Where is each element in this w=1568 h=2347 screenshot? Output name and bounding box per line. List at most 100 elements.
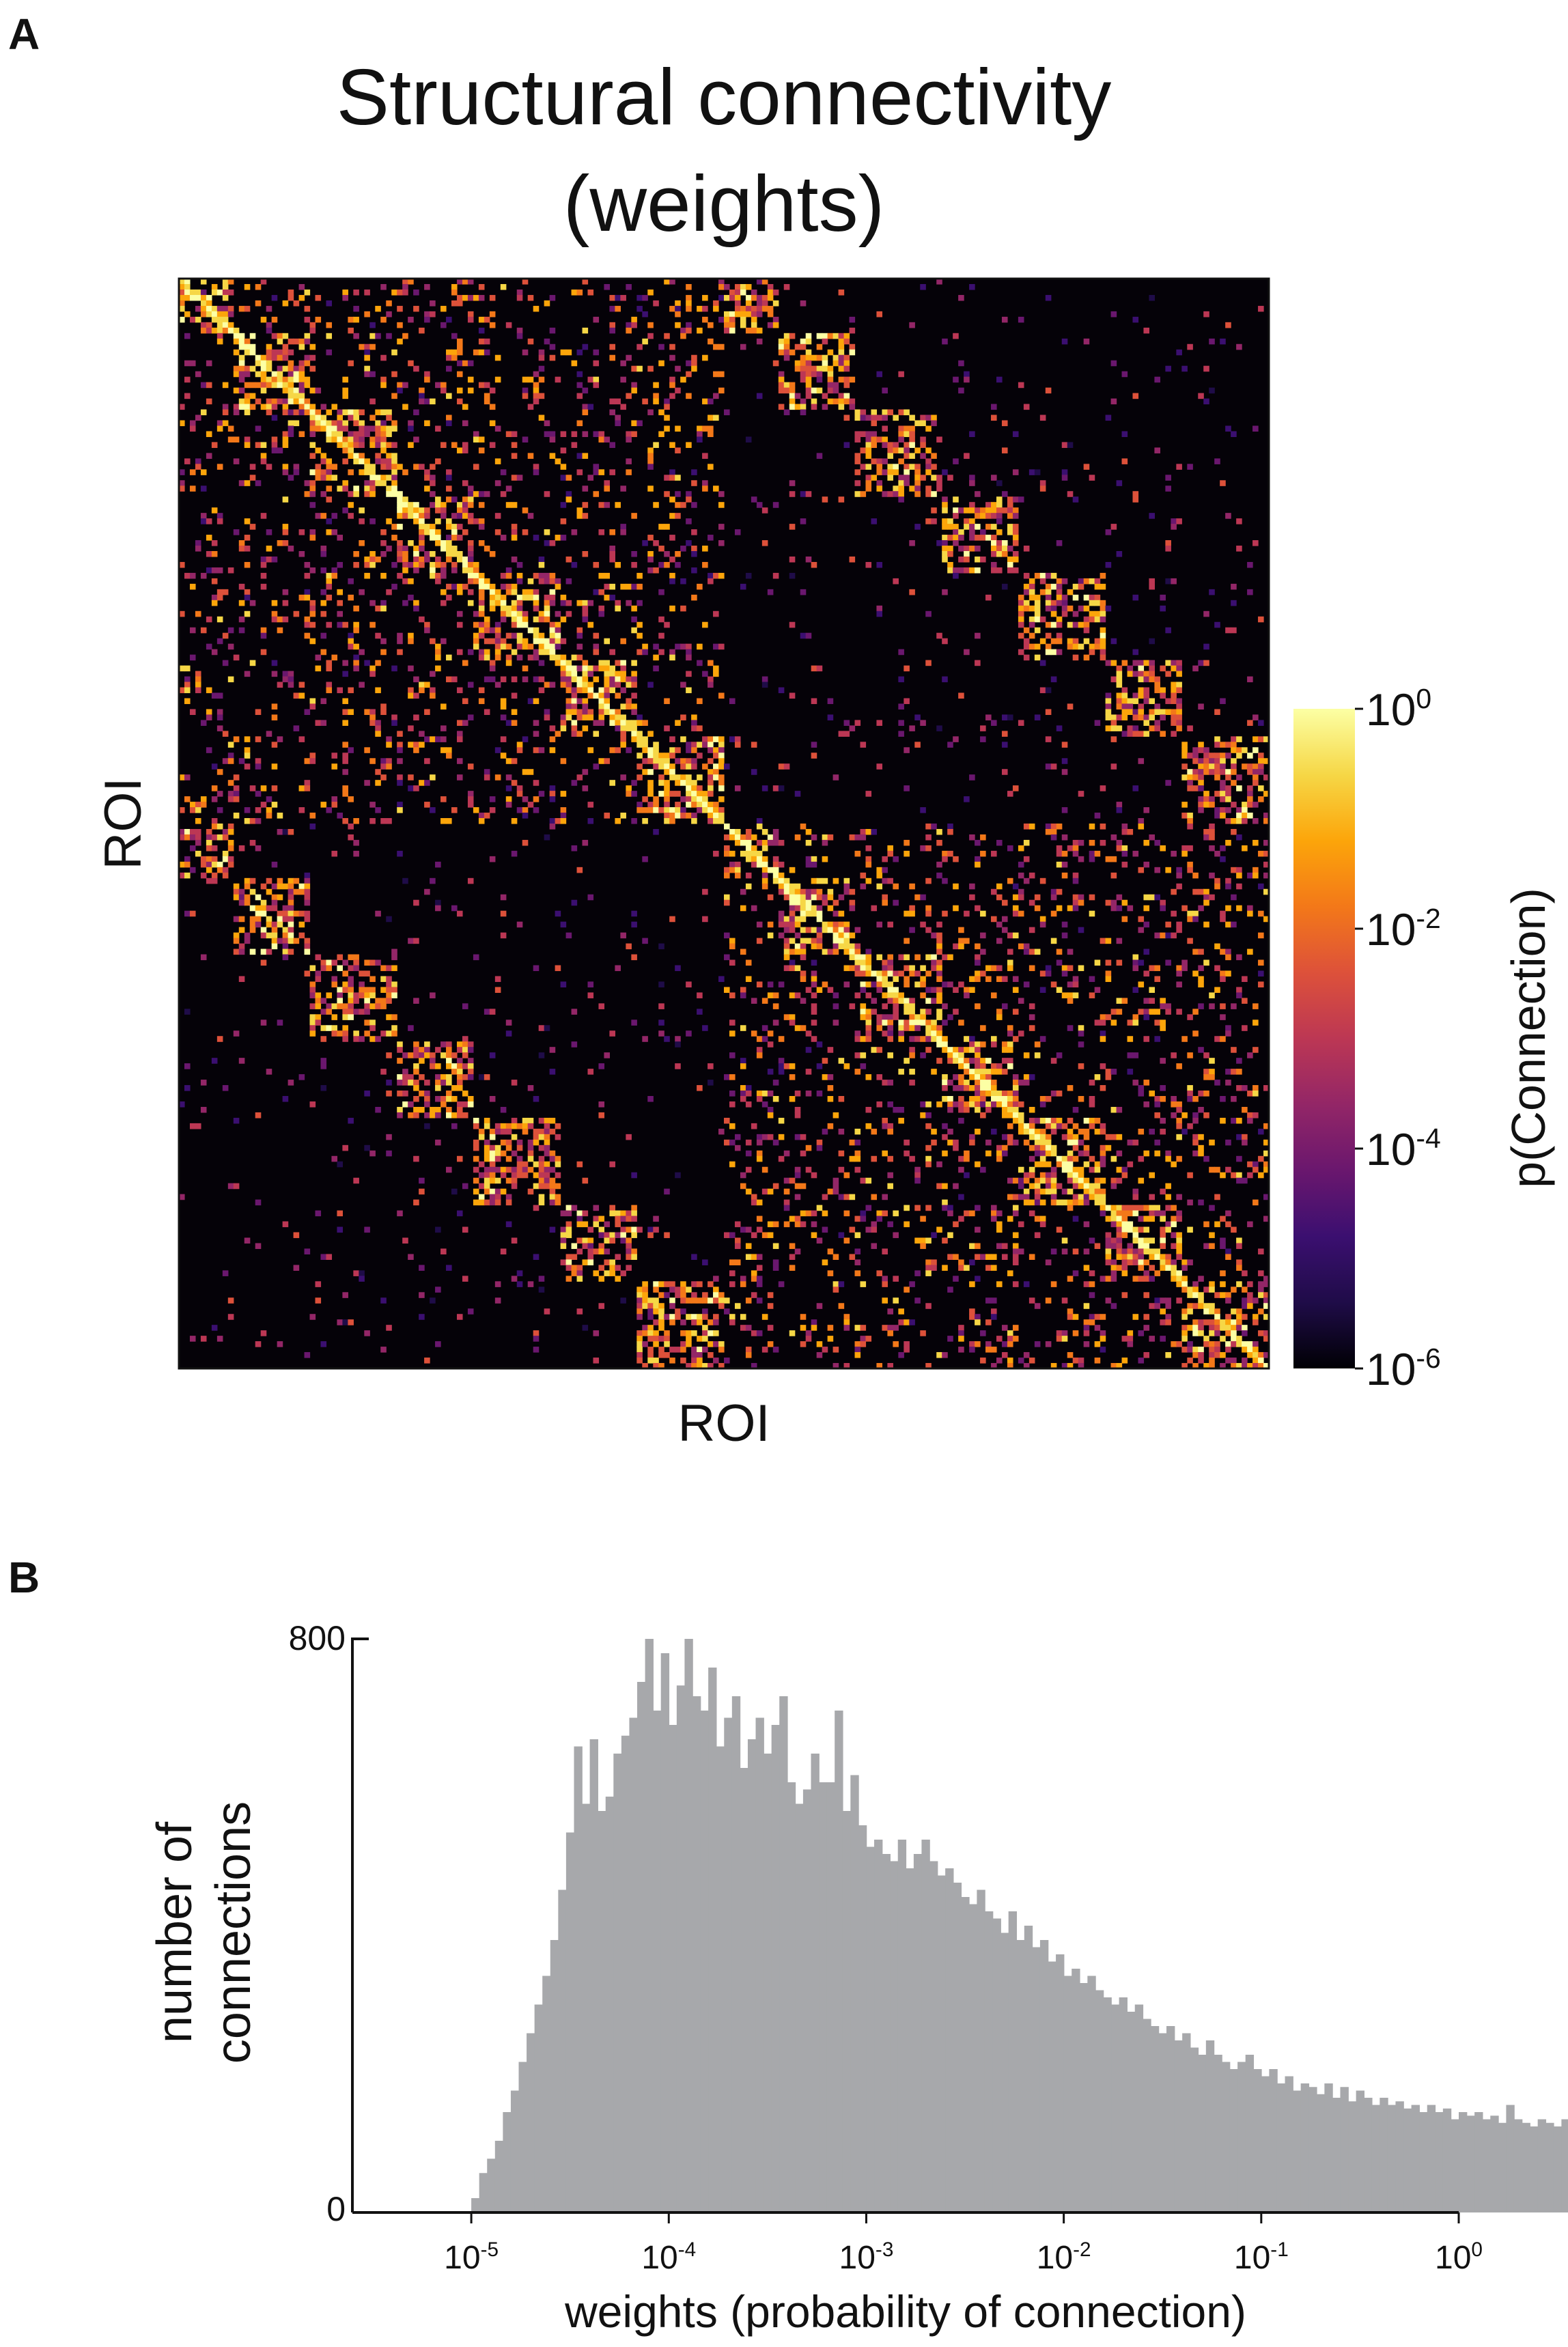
matrix-cell xyxy=(936,998,942,1004)
matrix-cell xyxy=(522,594,529,601)
matrix-cell xyxy=(304,480,311,486)
matrix-cell xyxy=(964,546,970,552)
matrix-cell xyxy=(724,316,730,323)
matrix-cell xyxy=(184,289,191,296)
matrix-cell xyxy=(1252,839,1259,846)
matrix-cell xyxy=(446,414,452,421)
matrix-cell xyxy=(647,289,654,296)
matrix-cell xyxy=(375,807,381,813)
matrix-cell xyxy=(1083,594,1090,601)
matrix-cell xyxy=(958,1106,964,1113)
matrix-cell xyxy=(1220,916,1226,923)
matrix-cell xyxy=(691,742,697,748)
matrix-cell xyxy=(456,649,463,656)
matrix-cell xyxy=(233,333,240,339)
matrix-cell xyxy=(675,311,681,318)
matrix-cell xyxy=(462,447,468,453)
matrix-cell xyxy=(462,480,468,486)
matrix-cell xyxy=(391,420,397,427)
matrix-cell xyxy=(1209,763,1215,770)
matrix-cell xyxy=(794,932,801,939)
matrix-cell xyxy=(1203,828,1209,835)
matrix-cell xyxy=(456,731,463,737)
matrix-cell xyxy=(282,671,289,677)
matrix-cell xyxy=(653,382,659,389)
matrix-cell xyxy=(1100,654,1106,661)
matrix-cell xyxy=(500,610,507,617)
matrix-cell xyxy=(266,354,272,361)
matrix-cell xyxy=(789,916,796,923)
matrix-cell xyxy=(849,834,856,841)
matrix-cell xyxy=(380,1069,387,1075)
matrix-cell xyxy=(249,475,256,481)
matrix-cell xyxy=(413,899,419,906)
matrix-cell xyxy=(1263,916,1269,923)
matrix-cell xyxy=(811,404,817,410)
matrix-cell xyxy=(402,600,408,606)
matrix-cell xyxy=(761,867,768,873)
matrix-cell xyxy=(587,687,594,694)
matrix-cell xyxy=(761,279,768,285)
matrix-cell xyxy=(1067,621,1074,628)
matrix-cell xyxy=(729,322,736,328)
matrix-cell xyxy=(827,948,834,955)
matrix-cell xyxy=(364,354,370,361)
matrix-cell xyxy=(1132,1014,1139,1020)
matrix-cell xyxy=(800,376,807,383)
matrix-cell xyxy=(1143,676,1150,683)
matrix-cell xyxy=(1138,867,1145,873)
matrix-cell xyxy=(478,589,485,595)
matrix-cell xyxy=(1198,1047,1204,1053)
matrix-cell xyxy=(615,660,621,666)
matrix-cell xyxy=(1138,1009,1145,1015)
matrix-cell xyxy=(843,414,850,421)
matrix-cell xyxy=(320,959,327,966)
matrix-cell xyxy=(266,905,272,912)
matrix-cell xyxy=(560,502,567,508)
matrix-cell xyxy=(1023,600,1030,606)
matrix-cell xyxy=(435,736,441,742)
matrix-cell xyxy=(980,1080,986,1086)
matrix-cell xyxy=(271,556,278,563)
matrix-cell xyxy=(456,398,463,405)
matrix-cell xyxy=(647,802,654,808)
matrix-cell xyxy=(473,578,479,585)
matrix-cell xyxy=(740,316,746,323)
matrix-cell xyxy=(484,349,490,356)
matrix-cell xyxy=(854,469,861,475)
matrix-cell xyxy=(255,398,262,405)
matrix-cell xyxy=(1203,763,1209,770)
matrix-cell xyxy=(1154,1096,1160,1102)
matrix-cell xyxy=(1061,807,1068,813)
matrix-cell xyxy=(375,480,381,486)
matrix-cell xyxy=(756,1091,763,1097)
matrix-cell xyxy=(1039,877,1046,884)
matrix-cell xyxy=(985,1074,992,1080)
matrix-cell xyxy=(854,414,861,421)
matrix-cell xyxy=(1214,1080,1220,1086)
matrix-cell xyxy=(1258,981,1264,987)
matrix-cell xyxy=(462,1074,468,1080)
matrix-cell xyxy=(669,535,675,541)
matrix-cell xyxy=(783,921,790,928)
matrix-cell xyxy=(304,785,311,791)
matrix-cell xyxy=(413,305,419,312)
matrix-cell xyxy=(604,681,611,688)
matrix-cell xyxy=(184,333,191,339)
matrix-cell xyxy=(266,349,272,356)
matrix-cell xyxy=(189,834,196,841)
matrix-cell xyxy=(1203,834,1209,841)
matrix-cell xyxy=(953,1074,959,1080)
matrix-cell xyxy=(216,464,223,470)
matrix-cell xyxy=(353,1009,359,1015)
matrix-cell xyxy=(216,834,223,841)
matrix-cell xyxy=(576,698,583,705)
matrix-cell xyxy=(467,796,474,802)
matrix-cell xyxy=(811,938,817,944)
matrix-cell xyxy=(369,464,376,470)
matrix-cell xyxy=(413,785,419,791)
matrix-cell xyxy=(756,861,763,868)
matrix-cell xyxy=(865,442,872,448)
matrix-cell xyxy=(342,709,348,715)
matrix-cell xyxy=(533,398,540,405)
